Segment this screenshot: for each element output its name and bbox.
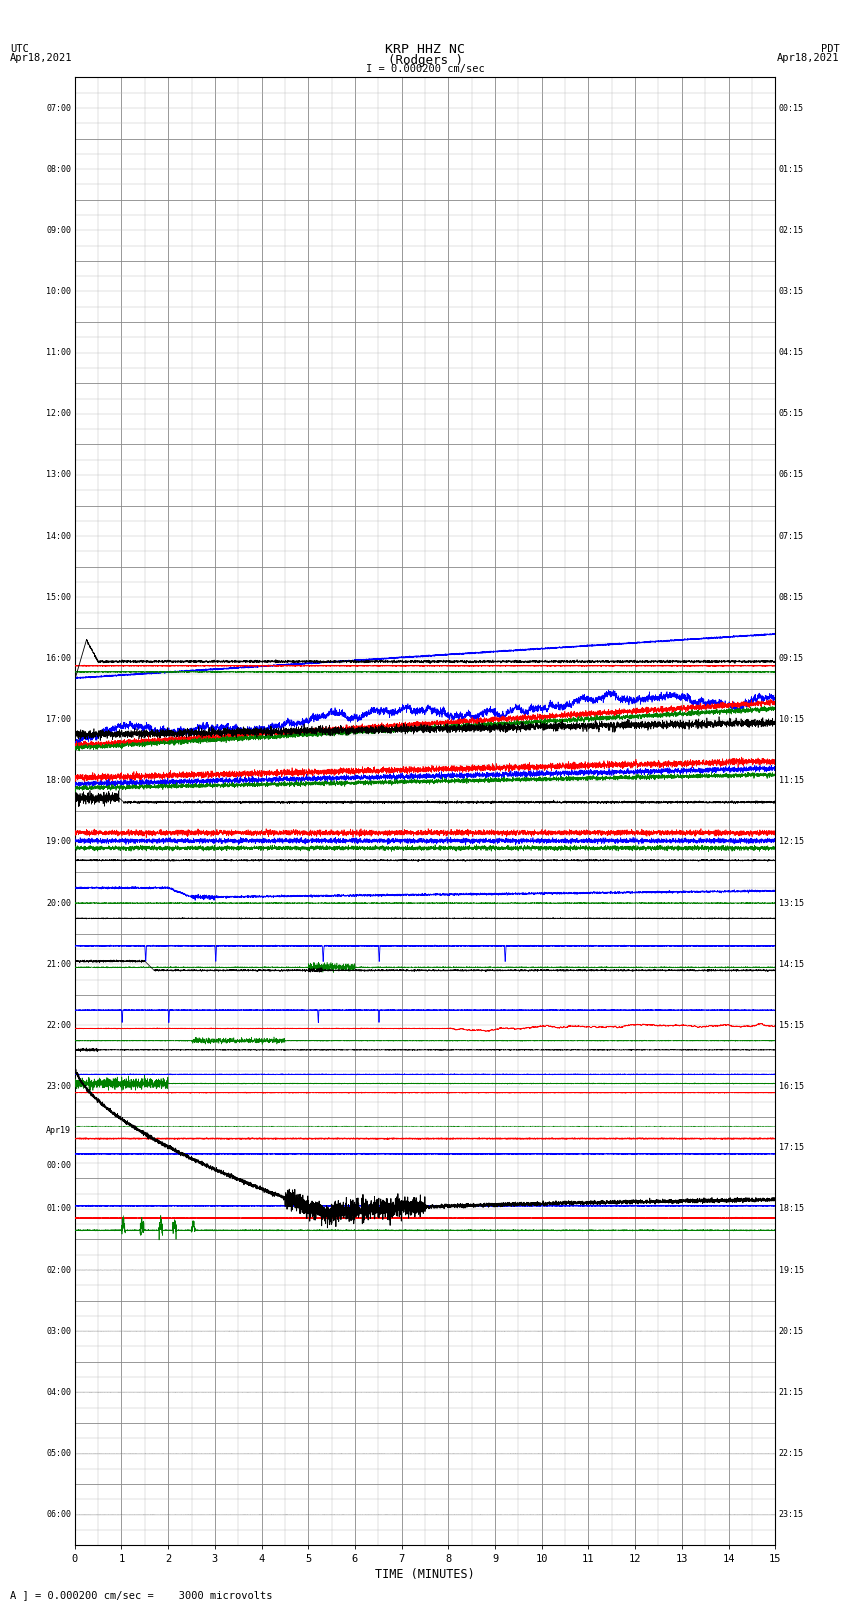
Text: 23:00: 23:00 [46, 1082, 71, 1090]
X-axis label: TIME (MINUTES): TIME (MINUTES) [375, 1568, 475, 1581]
Text: 03:00: 03:00 [46, 1327, 71, 1336]
Text: 16:15: 16:15 [779, 1082, 804, 1090]
Text: 05:00: 05:00 [46, 1448, 71, 1458]
Text: 20:15: 20:15 [779, 1327, 804, 1336]
Text: 18:15: 18:15 [779, 1205, 804, 1213]
Text: PDT: PDT [821, 44, 840, 53]
Text: 09:00: 09:00 [46, 226, 71, 235]
Text: 10:00: 10:00 [46, 287, 71, 295]
Text: 16:00: 16:00 [46, 653, 71, 663]
Text: 14:00: 14:00 [46, 532, 71, 540]
Text: 12:00: 12:00 [46, 410, 71, 418]
Text: 03:15: 03:15 [779, 287, 804, 295]
Text: 15:15: 15:15 [779, 1021, 804, 1029]
Text: 01:00: 01:00 [46, 1205, 71, 1213]
Text: 22:15: 22:15 [779, 1448, 804, 1458]
Text: 08:00: 08:00 [46, 165, 71, 174]
Text: 12:15: 12:15 [779, 837, 804, 847]
Text: 11:00: 11:00 [46, 348, 71, 356]
Text: 01:15: 01:15 [779, 165, 804, 174]
Text: Apr19: Apr19 [46, 1126, 71, 1134]
Text: 21:00: 21:00 [46, 960, 71, 969]
Text: 04:15: 04:15 [779, 348, 804, 356]
Text: A ] = 0.000200 cm/sec =    3000 microvolts: A ] = 0.000200 cm/sec = 3000 microvolts [10, 1590, 273, 1600]
Text: 17:00: 17:00 [46, 715, 71, 724]
Text: 20:00: 20:00 [46, 898, 71, 908]
Text: 19:00: 19:00 [46, 837, 71, 847]
Text: 10:15: 10:15 [779, 715, 804, 724]
Text: 06:00: 06:00 [46, 1510, 71, 1519]
Text: 02:00: 02:00 [46, 1266, 71, 1274]
Text: 04:00: 04:00 [46, 1387, 71, 1397]
Text: (Rodgers ): (Rodgers ) [388, 53, 462, 68]
Text: I = 0.000200 cm/sec: I = 0.000200 cm/sec [366, 65, 484, 74]
Text: Apr18,2021: Apr18,2021 [10, 53, 73, 63]
Text: UTC: UTC [10, 44, 29, 53]
Text: 11:15: 11:15 [779, 776, 804, 786]
Text: 23:15: 23:15 [779, 1510, 804, 1519]
Text: Apr18,2021: Apr18,2021 [777, 53, 840, 63]
Text: 00:15: 00:15 [779, 103, 804, 113]
Text: 02:15: 02:15 [779, 226, 804, 235]
Text: 22:00: 22:00 [46, 1021, 71, 1029]
Text: 07:15: 07:15 [779, 532, 804, 540]
Text: 13:15: 13:15 [779, 898, 804, 908]
Text: 07:00: 07:00 [46, 103, 71, 113]
Text: 17:15: 17:15 [779, 1144, 804, 1152]
Text: 09:15: 09:15 [779, 653, 804, 663]
Text: 13:00: 13:00 [46, 471, 71, 479]
Text: 18:00: 18:00 [46, 776, 71, 786]
Text: 14:15: 14:15 [779, 960, 804, 969]
Text: 19:15: 19:15 [779, 1266, 804, 1274]
Text: 00:00: 00:00 [46, 1161, 71, 1169]
Text: 06:15: 06:15 [779, 471, 804, 479]
Text: 15:00: 15:00 [46, 594, 71, 602]
Text: 08:15: 08:15 [779, 594, 804, 602]
Text: KRP HHZ NC: KRP HHZ NC [385, 44, 465, 56]
Text: 21:15: 21:15 [779, 1387, 804, 1397]
Text: 05:15: 05:15 [779, 410, 804, 418]
